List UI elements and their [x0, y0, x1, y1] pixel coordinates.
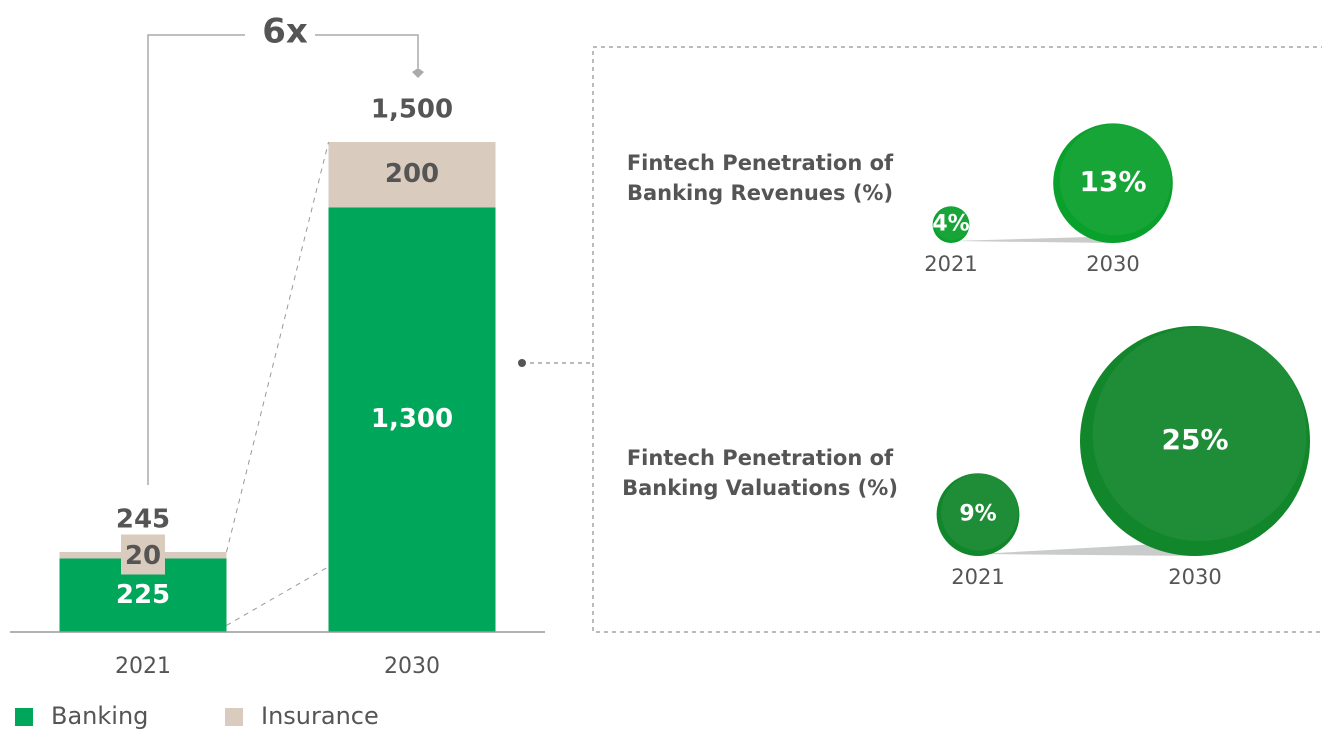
total-label: 1,500 [371, 95, 453, 125]
bubble [932, 206, 970, 244]
x-tick-label: 2021 [115, 654, 171, 679]
bubble-shadow [951, 237, 1113, 243]
bubble [1080, 326, 1310, 556]
bubble-highlight [934, 206, 969, 241]
data-label: 1,300 [371, 404, 453, 434]
bubble-highlight [1092, 327, 1307, 542]
connector-dot [518, 359, 526, 367]
data-label: 200 [385, 159, 439, 189]
bubble-title: Fintech Penetration of Banking Valuation… [622, 446, 898, 500]
annotation-bg [245, 14, 315, 54]
data-label: 13% [1079, 165, 1146, 198]
bubble-title: Fintech Penetration of Banking Revenues … [626, 151, 894, 205]
bracket-arrow [412, 68, 424, 78]
annotation: 6x [262, 12, 308, 52]
data-label: 4% [932, 212, 969, 237]
legend-swatch [225, 708, 243, 726]
data-label: 20 [125, 541, 161, 571]
bar-segment [328, 207, 496, 633]
bubble-shadow [978, 544, 1195, 556]
panel-frame [592, 46, 1322, 633]
label-bg [121, 534, 165, 575]
x-tick-label: 2021 [951, 565, 1004, 589]
x-tick-label: 2030 [1086, 252, 1139, 276]
bubble [1053, 123, 1173, 243]
x-tick-label: 2030 [384, 654, 440, 679]
x-tick-label: 2021 [924, 252, 977, 276]
connector [226, 566, 329, 626]
data-label: 9% [959, 502, 996, 527]
data-label: 225 [116, 580, 170, 610]
legend-swatch [15, 708, 33, 726]
bubble [936, 473, 1020, 556]
connector [226, 141, 329, 553]
legend-label: Banking [51, 702, 148, 729]
legend-label: Insurance [261, 702, 379, 729]
bar-segment [328, 142, 496, 208]
bubble-highlight [941, 473, 1019, 551]
total-label: 245 [116, 504, 170, 534]
data-label: 25% [1161, 423, 1228, 456]
bubble-highlight [1059, 123, 1172, 236]
x-tick-label: 2030 [1168, 565, 1221, 589]
